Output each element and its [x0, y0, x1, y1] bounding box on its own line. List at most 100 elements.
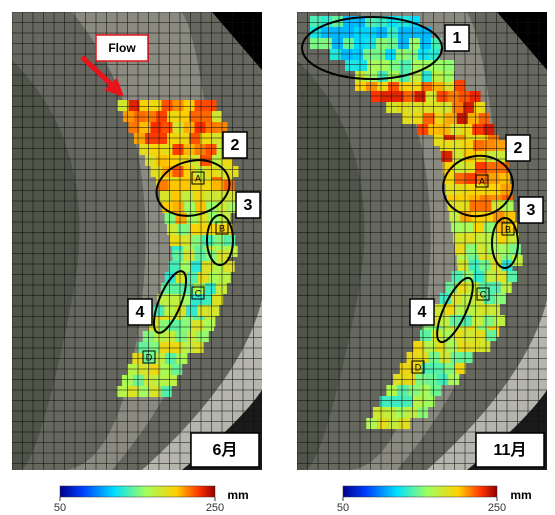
heat-cell: [204, 191, 215, 202]
heat-cell: [430, 385, 441, 396]
point-label: B: [505, 224, 511, 234]
heat-cell: [184, 100, 195, 111]
heat-cell: [461, 124, 472, 135]
colorbar-unit: mm: [510, 488, 531, 502]
heat-cell: [459, 200, 470, 211]
heat-cell: [486, 330, 497, 341]
heat-cell: [451, 222, 462, 233]
heat-cell: [443, 71, 454, 82]
heat-cell: [377, 71, 388, 82]
colorbar-tick-label: 250: [488, 502, 506, 514]
heat-cell: [178, 224, 189, 235]
heat-cell: [182, 191, 193, 202]
heat-cell: [191, 261, 202, 272]
heat-cell: [155, 375, 166, 386]
heat-cell: [187, 272, 198, 283]
heat-cell: [200, 111, 211, 122]
colorbar-tick-label: 50: [337, 502, 349, 514]
heat-cell: [167, 224, 178, 235]
heat-cell: [398, 27, 409, 38]
heat-cell: [385, 49, 396, 60]
month-label: 11月: [494, 441, 527, 459]
heat-cell: [180, 235, 191, 246]
heat-cell: [134, 111, 145, 122]
point-label: C: [195, 288, 202, 298]
heat-cell: [464, 330, 475, 341]
heat-cell: [470, 91, 481, 102]
heat-cell: [439, 124, 450, 135]
heat-cell: [507, 271, 518, 282]
heat-cell: [193, 342, 204, 353]
colorbar: [343, 486, 497, 497]
heat-cell: [408, 385, 419, 396]
heat-cell: [156, 111, 167, 122]
heat-cell: [473, 222, 484, 233]
heat-cell: [128, 386, 139, 397]
heat-cell: [220, 272, 231, 283]
heat-cell: [387, 27, 398, 38]
heat-cell: [203, 320, 214, 331]
heat-cell: [501, 282, 512, 293]
heat-cell: [355, 71, 366, 82]
heat-cell: [391, 396, 402, 407]
heat-cell: [446, 113, 457, 124]
heat-cell: [419, 385, 430, 396]
heat-cell: [145, 111, 156, 122]
heat-cell: [149, 364, 160, 375]
heat-cell: [388, 418, 399, 429]
heat-cell: [419, 102, 430, 113]
heat-cell: [352, 49, 363, 60]
heat-cell: [470, 200, 481, 211]
heat-cell: [476, 162, 487, 173]
heat-cell: [156, 133, 167, 144]
heat-cell: [167, 155, 178, 166]
heat-cell: [138, 364, 149, 375]
heat-cell: [206, 166, 217, 177]
heat-cell: [488, 173, 499, 184]
heat-cell: [123, 111, 134, 122]
heat-cell: [377, 418, 388, 429]
heat-cell: [422, 363, 433, 374]
region-label: 3: [244, 197, 253, 214]
heat-cell: [186, 305, 197, 316]
heat-cell: [169, 261, 180, 272]
heat-cell: [209, 272, 220, 283]
heat-cell: [198, 272, 209, 283]
heat-cell: [156, 155, 167, 166]
heat-cell: [343, 27, 354, 38]
heat-cell: [424, 396, 435, 407]
heat-cell: [345, 60, 356, 71]
heat-cell: [469, 260, 480, 271]
heat-cell: [479, 113, 490, 124]
heat-cell: [475, 233, 486, 244]
heat-cell: [206, 100, 217, 111]
heat-cell: [193, 191, 204, 202]
region-label: 3: [527, 202, 536, 219]
heat-cell: [366, 418, 377, 429]
heat-cell: [184, 250, 195, 261]
heat-cell: [213, 235, 224, 246]
heat-cell: [462, 222, 473, 233]
colorbar-tick-label: 250: [206, 502, 224, 514]
point-label: B: [219, 223, 225, 233]
heat-cell: [169, 235, 180, 246]
heat-cell: [490, 184, 501, 195]
heat-cell: [430, 102, 441, 113]
heat-cell: [215, 191, 226, 202]
heat-cell: [475, 330, 486, 341]
heat-cell: [173, 100, 184, 111]
heat-cell: [420, 330, 431, 341]
heat-cell: [151, 166, 162, 177]
heat-cell: [444, 60, 455, 71]
heat-cell: [457, 184, 468, 195]
heat-cell: [409, 27, 420, 38]
heat-cell: [473, 140, 484, 151]
heat-cell: [134, 133, 145, 144]
heat-cell: [200, 133, 211, 144]
heat-cell: [367, 60, 378, 71]
region-label: 2: [231, 137, 240, 154]
heat-cell: [464, 233, 475, 244]
heat-cell: [413, 113, 424, 124]
heat-cell: [459, 91, 470, 102]
heat-cell: [118, 100, 129, 111]
